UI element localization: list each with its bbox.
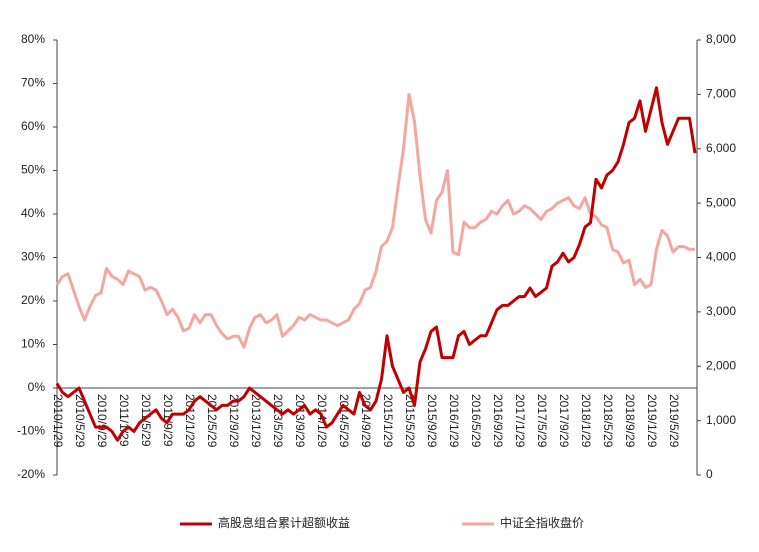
- x-tick-label: 2012/1/29: [183, 394, 197, 448]
- x-tick-label: 2014/9/29: [359, 394, 373, 448]
- x-tick-label: 2019/1/29: [645, 394, 659, 448]
- x-tick-label: 2016/9/29: [491, 394, 505, 448]
- x-tick-label: 2016/1/29: [447, 394, 461, 448]
- x-tick-label: 2017/1/29: [513, 394, 527, 448]
- y2-tick-label: 2,000: [706, 358, 736, 372]
- y2-tick-label: 4,000: [706, 250, 736, 264]
- y2-tick-label: 6,000: [706, 141, 736, 155]
- x-tick-label: 2017/9/29: [557, 394, 571, 448]
- y-tick-label: 60%: [21, 119, 45, 133]
- y2-tick-label: 1,000: [706, 413, 736, 427]
- x-tick-label: 2010/1/29: [51, 394, 65, 448]
- y-tick-label: 10%: [21, 337, 45, 351]
- x-tick-label: 2013/9/29: [293, 394, 307, 448]
- x-tick-label: 2012/9/29: [227, 394, 241, 448]
- y2-tick-label: 8,000: [706, 32, 736, 46]
- x-tick-label: 2014/5/29: [337, 394, 351, 448]
- x-tick-label: 2013/1/29: [249, 394, 263, 448]
- x-tick-label: 2010/9/29: [95, 394, 109, 448]
- y-tick-label: 0%: [28, 380, 46, 394]
- x-tick-label: 2015/1/29: [381, 394, 395, 448]
- x-tick-label: 2011/5/29: [139, 394, 153, 447]
- y-tick-label: 40%: [21, 206, 45, 220]
- y-tick-label: 50%: [21, 163, 45, 177]
- y2-tick-label: 5,000: [706, 195, 736, 209]
- x-tick-label: 2014/1/29: [315, 394, 329, 448]
- y-tick-label: 30%: [21, 250, 45, 264]
- x-tick-label: 2010/5/29: [73, 394, 87, 448]
- y2-tick-label: 0: [706, 467, 713, 481]
- x-tick-label: 2017/5/29: [535, 394, 549, 448]
- x-tick-label: 2015/5/29: [403, 394, 417, 448]
- y-tick-label: -20%: [17, 467, 45, 481]
- series-line: [55, 92, 695, 349]
- y2-tick-label: 3,000: [706, 304, 736, 318]
- x-tick-label: 2019/5/29: [667, 394, 681, 448]
- x-tick-label: 2018/9/29: [623, 394, 637, 448]
- series-line: [55, 86, 697, 442]
- y-tick-label: 20%: [21, 293, 45, 307]
- legend-label: 高股息组合累计超额收益: [218, 515, 350, 530]
- y-tick-label: 80%: [21, 32, 45, 46]
- y-tick-label: -10%: [17, 424, 45, 438]
- x-tick-label: 2018/1/29: [579, 394, 593, 448]
- y-tick-label: 70%: [21, 76, 45, 90]
- legend-label: 中证全指收盘价: [500, 515, 584, 530]
- x-tick-label: 2016/5/29: [469, 394, 483, 448]
- x-tick-label: 2015/9/29: [425, 394, 439, 448]
- y2-tick-label: 7,000: [706, 87, 736, 101]
- x-tick-label: 2013/5/29: [271, 394, 285, 448]
- x-tick-label: 2018/5/29: [601, 394, 615, 448]
